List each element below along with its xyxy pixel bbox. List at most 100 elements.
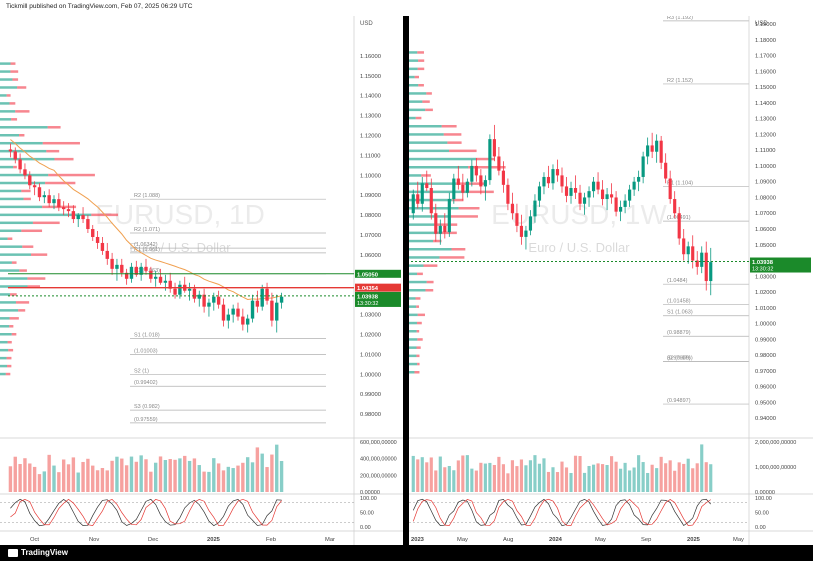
candle-body <box>483 180 487 187</box>
volume-bar <box>641 462 645 492</box>
candle-body <box>456 178 460 185</box>
pivot-level-label: S2 (0.976) <box>667 355 693 361</box>
pivot-level-label: S3 (0.982) <box>134 404 160 410</box>
candle-body <box>37 187 42 198</box>
candle-body <box>57 199 61 208</box>
volume-bar <box>434 470 438 492</box>
price-tick-label: 1.03000 <box>755 274 776 280</box>
volume-profile-bar-down <box>46 149 60 153</box>
pivot-level-label: (0.98879) <box>667 330 691 336</box>
candle-body <box>537 186 542 201</box>
volume-bar <box>533 455 537 492</box>
volume-bar <box>564 467 569 492</box>
price-tick-label: 1.16000 <box>755 69 776 75</box>
candle-body <box>447 199 451 233</box>
volume-profile-bar-up <box>409 280 427 284</box>
candle-body <box>8 149 13 152</box>
volume-bar <box>81 461 85 492</box>
volume-profile-bar-down <box>441 125 457 128</box>
volume-bar <box>23 458 27 492</box>
volume-profile-bar-down <box>443 133 462 136</box>
volume-profile-bar-up <box>409 362 418 366</box>
chart-panel-daily[interactable]: EURUSD, 1D Euro / U.S. Dollar R2 (1.071) R1… <box>0 16 403 545</box>
candle-body <box>682 238 686 255</box>
time-tick-label: 2023 <box>411 537 425 543</box>
volume-bar <box>483 463 487 492</box>
candle-body <box>134 266 139 275</box>
volume-profile-bar-up <box>409 231 439 235</box>
oscillator-tick-label: 50.00 <box>755 511 769 517</box>
candle-body <box>623 200 627 207</box>
pivot-level-label: R2 (1.152) <box>667 78 693 84</box>
volume-bar <box>270 454 274 492</box>
volume-profile-bar-down <box>6 94 11 97</box>
volume-profile-bar-up <box>0 197 24 201</box>
volume-profile-bar-down <box>6 364 12 368</box>
volume-profile-bar-down <box>6 356 12 360</box>
price-tick-label: 1.02000 <box>755 290 776 296</box>
candle-body <box>542 176 546 187</box>
volume-profile-bar-down <box>417 51 424 54</box>
candle-body <box>528 216 533 231</box>
volume-profile-bar-up <box>0 364 7 368</box>
chart-svg-daily[interactable]: EURUSD, 1D Euro / U.S. Dollar R2 (1.071) R1… <box>0 16 403 545</box>
volume-bar <box>582 472 587 492</box>
volume-profile-bar-down <box>9 293 17 296</box>
volume-bar <box>411 455 415 492</box>
symbol-subtitle-watermark: Euro / U.S. Dollar <box>528 240 630 255</box>
volume-profile-bar-down <box>437 223 458 226</box>
volume-bar <box>236 465 240 492</box>
volume-tick-label: 2,000,000,00000 <box>755 440 796 446</box>
volume-bar <box>265 467 269 492</box>
volume-profile-bar-down <box>21 229 43 233</box>
volume-bar <box>610 456 614 492</box>
candle-body <box>28 175 32 186</box>
volume-profile-bar-up <box>0 293 10 296</box>
volume-bar <box>605 465 609 492</box>
currency-label: USD <box>360 21 373 27</box>
volume-bar <box>578 456 582 492</box>
chart-panel-weekly[interactable]: EURUSD, 1W Euro / U.S. Dollar R3 (1.192) R2… <box>409 16 813 545</box>
volume-profile-bar-up <box>409 84 419 87</box>
volume-bar <box>216 463 221 492</box>
candle-body <box>226 314 231 321</box>
tradingview-logo[interactable]: TradingView <box>8 548 68 557</box>
volume-profile-bar-up <box>409 182 457 185</box>
volume-bar <box>163 460 168 492</box>
volume-bar <box>650 464 654 492</box>
volume-tick-label: 600,000,00000 <box>360 440 397 446</box>
volume-profile-bar-up <box>0 126 48 129</box>
volume-profile-bar-up <box>0 269 20 272</box>
pivot-level-label: (1.01003) <box>134 348 158 354</box>
volume-profile-bar-down <box>9 325 14 328</box>
volume-profile-bar-up <box>409 149 450 153</box>
candle-body <box>115 264 119 269</box>
candle-body <box>614 197 618 212</box>
candle-body <box>641 156 645 177</box>
currency-label: USD <box>755 21 768 27</box>
volume-profile-bar-down <box>19 134 25 137</box>
price-tick-label: 0.99000 <box>360 392 381 398</box>
volume-profile-bar-down <box>54 157 74 161</box>
volume-profile-bar-up <box>0 261 12 264</box>
volume-bar <box>659 456 663 492</box>
candle-body <box>153 276 158 279</box>
volume-profile-bar-down <box>15 301 30 304</box>
candle-body <box>105 250 109 259</box>
volume-bar <box>420 457 424 492</box>
volume-tick-label: 400,000,00000 <box>360 457 397 463</box>
volume-profile-bar-down <box>468 166 506 169</box>
candle-body <box>429 188 433 214</box>
volume-bar <box>479 462 483 492</box>
price-tick-label: 1.10000 <box>360 173 381 179</box>
candle-body <box>510 203 514 214</box>
price-tick-label: 0.97000 <box>755 369 776 375</box>
candle-body <box>704 252 708 282</box>
volume-profile-bar-down <box>418 59 425 62</box>
volume-bar <box>183 455 187 492</box>
candle-body <box>18 159 22 170</box>
price-tick-label: 1.14000 <box>755 101 776 107</box>
chart-svg-weekly[interactable]: EURUSD, 1W Euro / U.S. Dollar R3 (1.192) R2… <box>409 16 813 545</box>
volume-bar <box>614 461 618 492</box>
candle-body <box>66 209 71 212</box>
